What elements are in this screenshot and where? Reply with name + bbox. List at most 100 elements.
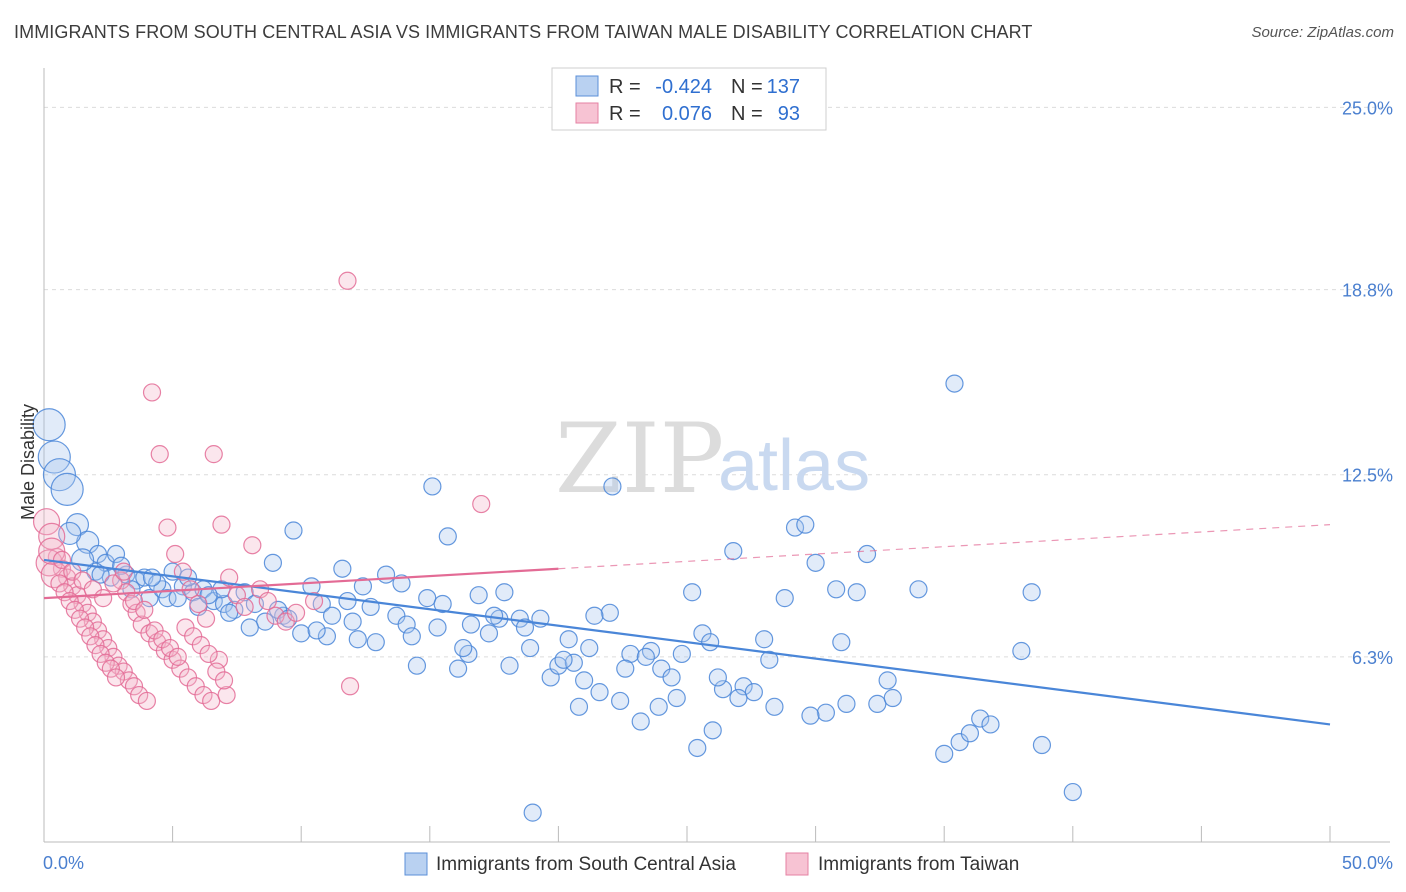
legend-r-label-2: R = [609,103,641,125]
point-s0-135 [760,650,779,669]
point-s0-117 [240,618,259,637]
point-s0-127 [554,650,573,669]
y-tick-label-0: 6.3% [1352,648,1393,668]
legend-r-value-1: -0.424 [655,76,712,98]
point-s0-55 [590,683,609,702]
point-s1-35 [258,591,277,611]
y-axis-label: Male Disability [18,404,38,520]
point-s0-52 [559,630,578,649]
legend-r-label-1: R = [609,76,641,98]
point-s0-46 [500,656,519,675]
point-s0-36 [397,615,416,634]
chart-source: Source: ZipAtlas.com [1251,24,1394,41]
point-s0-39 [428,618,447,637]
legend-n-label-2: N = [731,103,763,125]
point-s0-75 [796,515,815,534]
point-s0-105 [495,583,514,602]
point-s1-36 [266,606,285,625]
point-s0-51 [549,656,568,675]
point-s1-49 [81,627,100,646]
point-s1-68 [202,691,221,711]
series-legend: Immigrants from South Central Asia Immig… [404,852,1019,876]
legend-n-value-2: 93 [778,103,800,125]
point-s1-69 [209,650,228,669]
point-s0-73 [775,589,794,608]
point-s0-77 [816,703,835,722]
point-s0-44 [479,624,499,643]
point-s0-54 [580,638,599,658]
watermark-atlas: atlas [718,426,870,506]
point-s0-33 [366,633,385,652]
point-s0-48 [521,638,540,658]
point-s0-76 [806,553,825,572]
point-s0-144 [142,568,162,587]
point-s1-0 [32,508,61,536]
point-s0-129 [616,659,635,678]
point-s0-34 [376,565,396,584]
point-s0-25 [284,521,303,540]
point-s0-53 [569,697,589,716]
point-s0-0 [32,408,66,442]
y-tick-label-3: 25.0% [1342,98,1393,118]
y-tick-label-1: 12.5% [1342,466,1393,486]
point-s1-54 [106,668,126,687]
point-s1-77 [104,574,123,593]
point-s0-78 [827,580,846,599]
point-s0-83 [878,671,897,690]
point-s0-126 [515,618,535,637]
point-s1-40 [472,494,491,514]
point-s0-120 [338,591,357,611]
series-legend-swatch-blue [404,852,428,876]
legend-r-value-2: 0.076 [662,103,712,125]
point-s1-21 [150,445,169,464]
point-s0-71 [755,630,774,649]
legend: R = -0.424 N = 137 R = 0.076 N = 93 [551,67,827,131]
point-s0-88 [971,709,990,728]
point-s1-22 [158,518,177,537]
point-s0-67 [713,680,733,699]
point-s1-23 [166,544,185,564]
point-s0-134 [729,688,748,708]
y-tick-labels: 6.3% 12.5% 18.8% 25.0% [1342,98,1393,667]
point-s0-79 [837,694,856,713]
point-s0-30 [333,559,352,578]
trend-lines [43,524,1331,726]
point-s0-62 [662,668,681,687]
point-s0-128 [575,671,594,690]
point-s0-23 [263,553,283,572]
point-s1-33 [243,536,262,555]
point-s0-137 [832,633,851,652]
point-s0-94 [523,803,542,822]
point-s1-30 [220,568,239,587]
point-s0-18 [214,594,234,614]
point-s0-43 [469,586,488,605]
point-s1-70 [217,685,236,705]
legend-n-label-1: N = [731,76,763,98]
point-s0-92 [1032,735,1052,755]
point-s0-32 [353,577,373,596]
x-tick-label-1: 50.0% [1342,853,1393,873]
point-s0-89 [981,715,1000,734]
point-s1-47 [70,609,90,628]
point-s0-3 [50,472,84,506]
series-legend-label-1: Immigrants from South Central Asia [436,854,736,875]
point-s0-87 [960,724,980,743]
point-s1-29 [212,515,231,534]
point-s1-91 [286,603,306,622]
point-s0-108 [649,697,668,716]
point-s1-28 [204,445,223,464]
point-s0-69 [734,677,753,696]
point-s0-70 [744,683,763,702]
point-s0-119 [307,621,326,640]
point-s0-38 [418,589,437,608]
x-tick-labels: 0.0% 50.0% [43,853,1393,873]
y-tick-label-2: 18.8% [1342,281,1393,301]
legend-swatch-pink [575,102,599,124]
point-s0-66 [703,721,722,740]
point-s0-64 [683,583,702,602]
point-s0-60 [641,641,661,661]
axes [43,68,1390,843]
point-s0-57 [611,691,630,711]
point-s1-80 [135,600,154,619]
gridlines [44,106,1390,658]
